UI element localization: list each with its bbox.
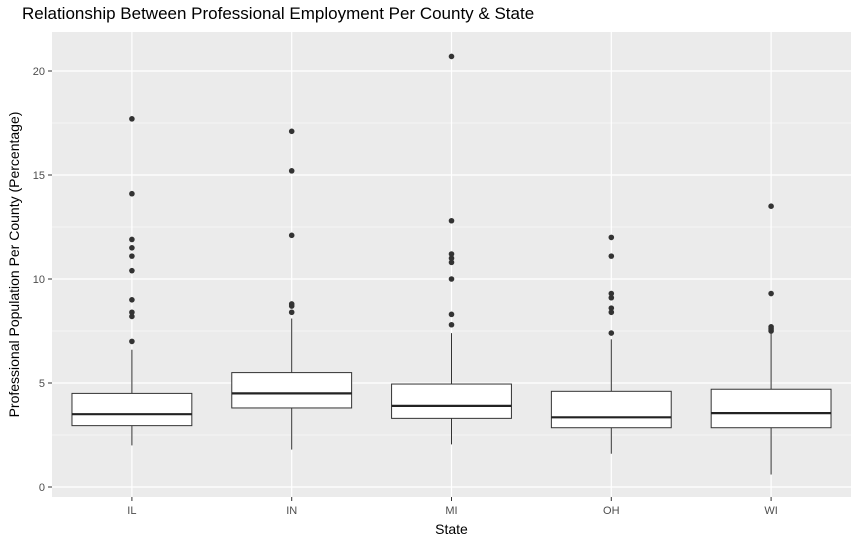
outlier-point <box>448 259 455 266</box>
y-tick-label: 15 <box>33 170 45 182</box>
x-axis-ticks: IL IN MI OH WI <box>127 497 778 517</box>
box-il <box>71 116 193 446</box>
x-axis-title: State <box>435 521 468 537</box>
outlier-point <box>448 53 455 60</box>
box-in <box>231 128 353 450</box>
outlier-point <box>448 276 455 282</box>
x-tick-label: OH <box>603 505 620 517</box>
x-tick-label: IN <box>286 505 297 517</box>
outlier-point <box>288 309 295 316</box>
outlier-point <box>448 321 455 328</box>
outlier-point <box>129 116 135 122</box>
outlier-point <box>608 253 615 259</box>
chart-title: Relationship Between Professional Employ… <box>22 4 535 23</box>
outlier-point <box>768 324 774 330</box>
outlier-point <box>448 251 455 257</box>
y-axis-title: Professional Population Per County (Perc… <box>6 112 22 418</box>
outlier-point <box>129 297 135 303</box>
boxes <box>71 53 832 475</box>
box-iqr <box>231 372 353 409</box>
outlier-point <box>608 294 615 301</box>
outlier-point <box>768 290 774 297</box>
x-tick-label: MI <box>445 505 457 517</box>
outlier-point <box>768 203 774 209</box>
y-axis-ticks: 0 5 10 15 20 <box>33 66 52 494</box>
outlier-point <box>288 168 295 174</box>
box-mi <box>391 53 512 445</box>
outlier-point <box>288 128 295 135</box>
outlier-point <box>129 338 135 345</box>
outlier-point <box>608 330 615 336</box>
box-oh <box>550 234 672 454</box>
outlier-point <box>608 305 615 311</box>
box-iqr <box>710 388 832 429</box>
outlier-point <box>129 245 135 251</box>
outlier-point <box>608 290 615 297</box>
outlier-point <box>608 234 615 241</box>
outlier-point <box>129 309 135 316</box>
outlier-point <box>288 301 295 307</box>
y-tick-label: 5 <box>39 378 45 390</box>
outlier-point <box>129 267 135 274</box>
box-iqr <box>391 383 512 419</box>
outlier-point <box>448 217 455 224</box>
outlier-point <box>448 311 455 318</box>
outlier-point <box>608 309 615 316</box>
box-iqr <box>71 392 193 427</box>
x-tick-label: WI <box>764 505 777 517</box>
y-tick-label: 10 <box>33 274 45 286</box>
outlier-point <box>288 232 295 239</box>
box-wi <box>710 203 832 475</box>
outlier-point <box>129 236 135 243</box>
outlier-point <box>129 190 135 197</box>
x-tick-label: IL <box>127 505 136 517</box>
y-tick-label: 0 <box>39 482 45 494</box>
outlier-point <box>129 253 135 259</box>
outlier-point <box>448 255 455 261</box>
y-tick-label: 20 <box>33 66 45 78</box>
outlier-point <box>129 313 135 320</box>
box-iqr <box>550 390 672 429</box>
